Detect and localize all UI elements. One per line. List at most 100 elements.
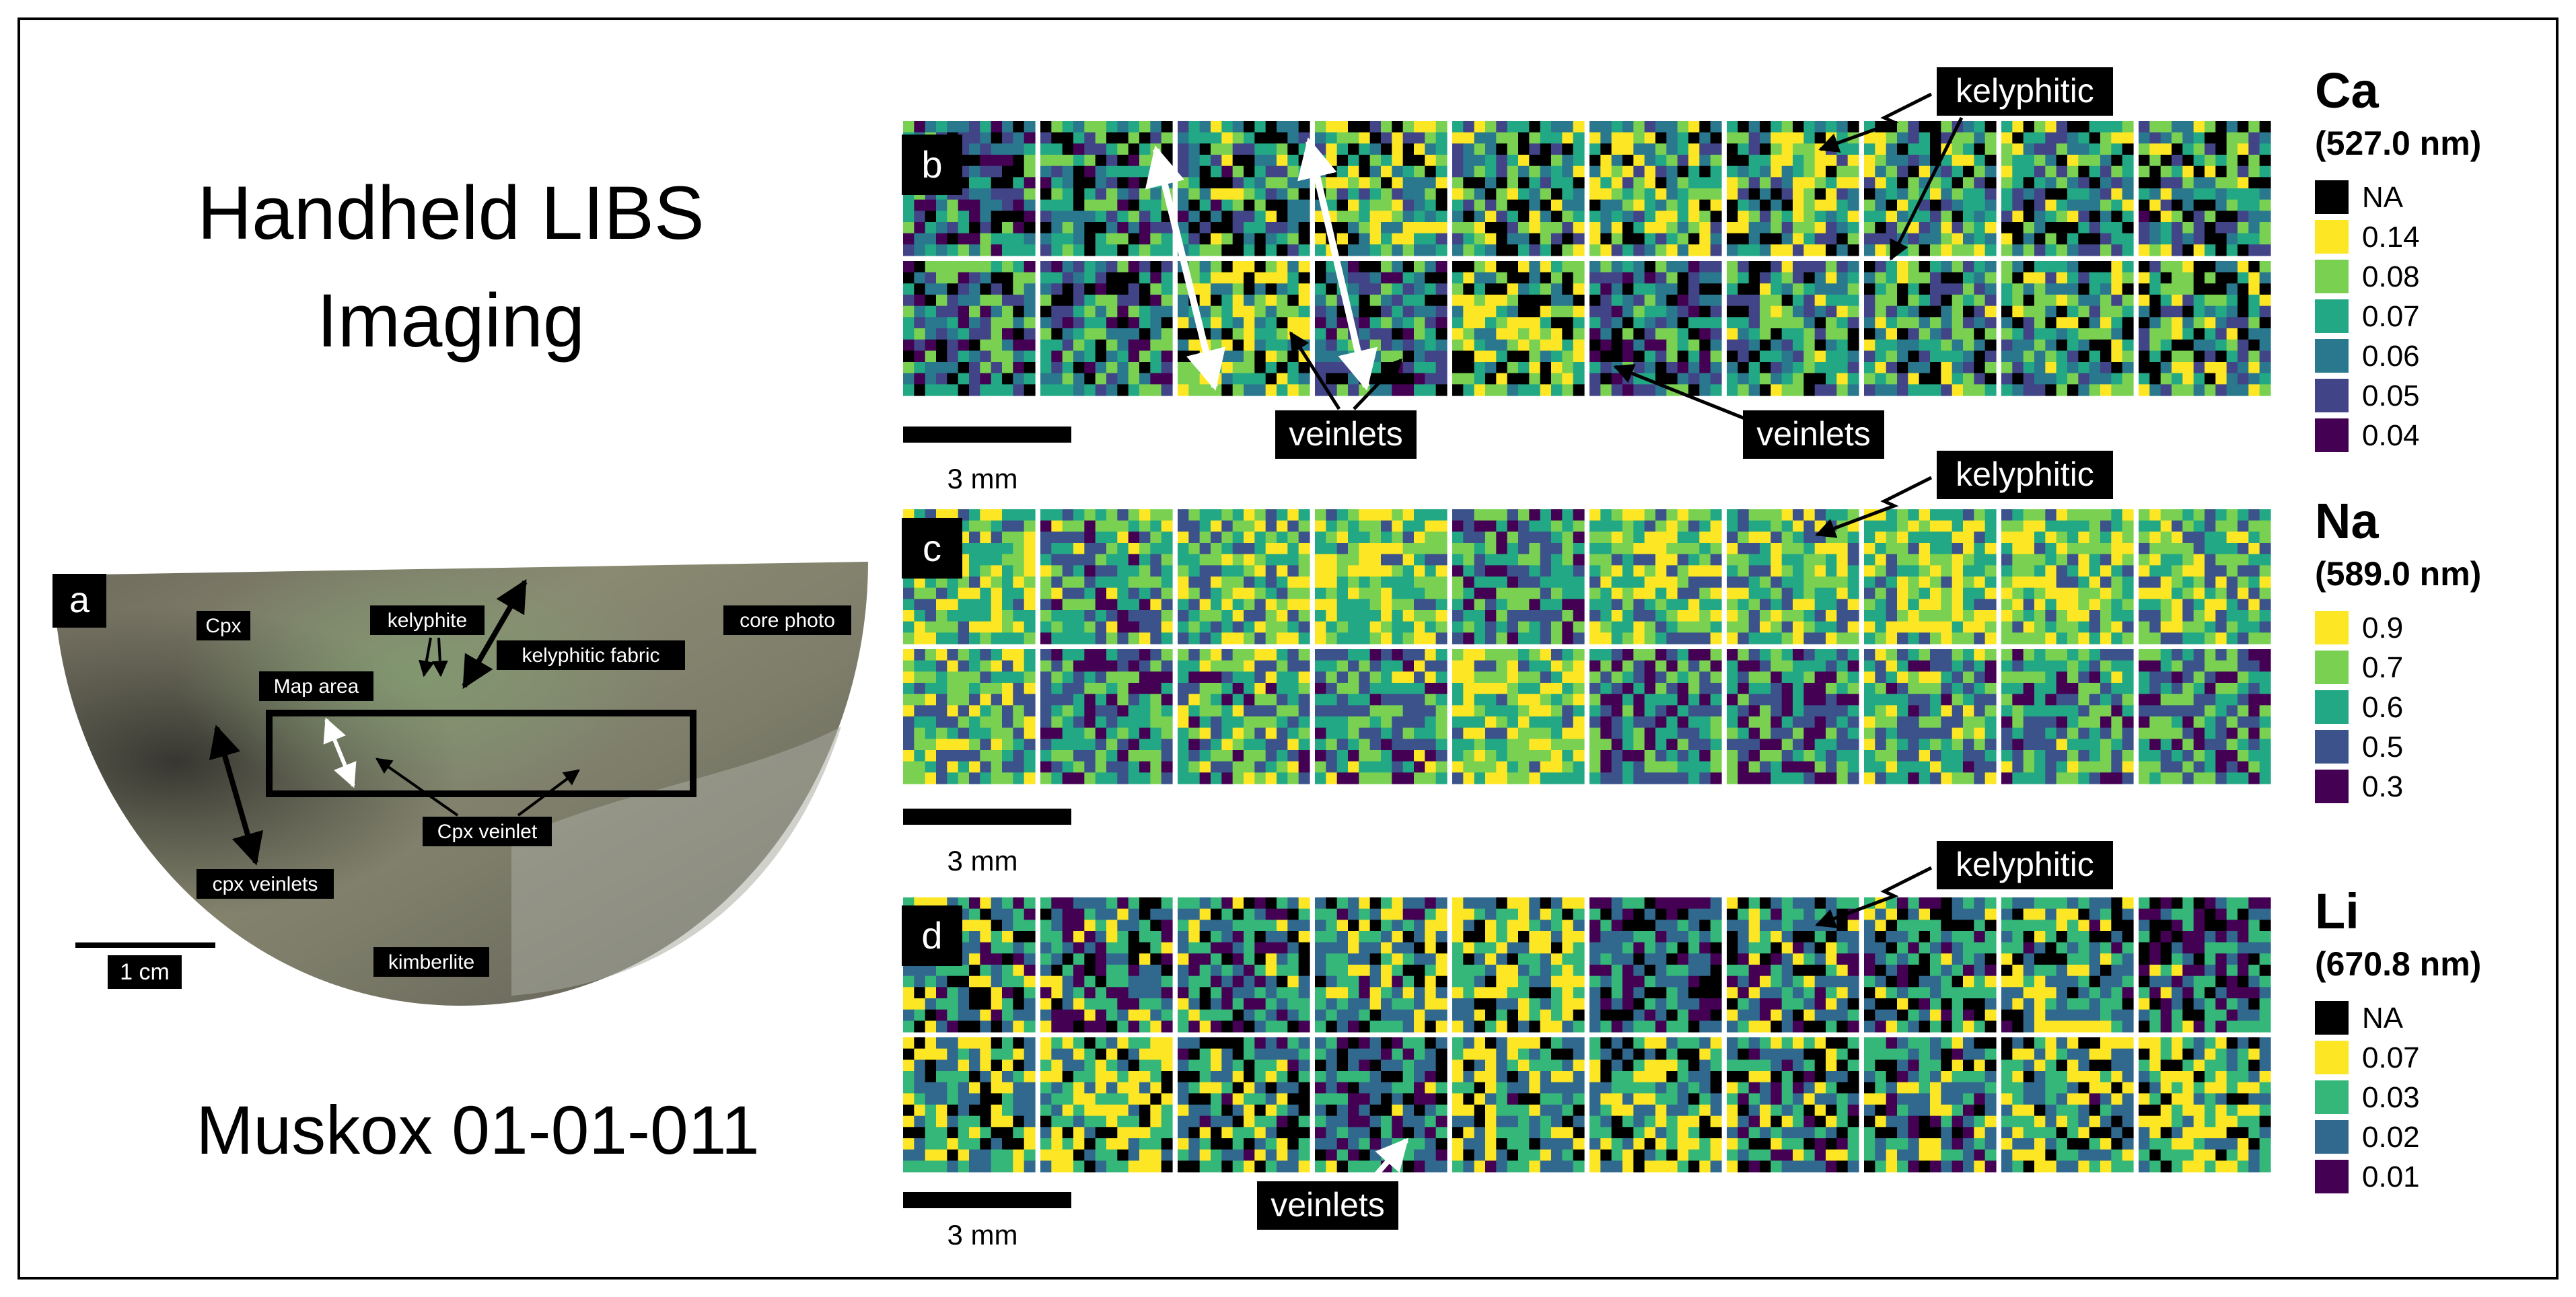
map-tile [1178,897,1310,1033]
panel-b-letter: b [921,143,942,186]
legend-swatch [2315,299,2349,333]
legend-label: 0.07 [2362,1041,2420,1074]
svg-text:kelyphitic: kelyphitic [1956,72,2094,110]
arrow-b-white-2 [1297,137,1378,391]
map-tile [1452,121,1585,256]
arrow-b-veinlets-1b [1353,358,1403,410]
figure-title-line-1: Handheld LIBS [197,171,704,255]
sample-id: Muskox 01-01-011 [196,1092,759,1169]
svg-text:veinlets: veinlets [1756,415,1871,453]
panel-c-letter-box [902,518,962,579]
map-tile [1040,1037,1173,1173]
map-tile [903,261,1036,396]
legend-label: NA [2362,181,2404,214]
annotation-b-kelyphitic: kelyphitic [1937,67,2113,116]
legend-swatch [2315,220,2349,254]
arrow-c-kelyphitic-zigzag [1815,476,1933,538]
map-tile [1178,121,1310,256]
svg-text:Map area: Map area [274,675,359,698]
legend-label: 0.07 [2362,300,2420,333]
map-tile [903,1037,1036,1173]
map-tile [1452,1037,1585,1173]
legend-label: 0.3 [2362,770,2403,803]
map-area-box [266,710,696,797]
arrow-b-kelyphitic-zigzag [1818,92,1933,153]
map-tile [1452,649,1585,784]
label-core-photo: core photo [723,605,851,635]
panel-d-wavelength: (670.8 nm) [2315,945,2481,983]
arrow-kelyphitic-fabric [462,579,528,690]
map-tile [1315,897,1447,1033]
panel-d-letter: d [921,914,942,957]
legend-label: 0.9 [2362,612,2403,644]
legend-swatch [2315,611,2349,644]
legend-swatch [2315,1160,2349,1193]
map-tile [1589,649,1722,784]
panel-c-element: Na [2315,493,2379,549]
label-kimberlite: kimberlite [373,947,489,977]
panel-c-wavelength: (589.0 nm) [2315,555,2481,593]
panel-d-element: Li [2315,883,2359,939]
map-tile [2001,897,2134,1033]
arrow-cpx-veinlet-2 [517,769,580,817]
annotation-c-kelyphitic: kelyphitic [1937,451,2113,499]
map-tile [1315,121,1447,256]
map-tile [1315,1037,1447,1173]
map-tile [1589,121,1722,256]
legend-swatch [2315,379,2349,412]
arrow-kelyphite-1 [418,637,435,677]
panel-d-scale-label: 3 mm [947,1219,1018,1251]
map-tile [1040,649,1173,784]
map-tile [2001,261,2134,396]
map-tile [1589,897,1722,1033]
panel-c-legend: 0.9 0.7 0.6 0.5 0.3 [2315,611,2403,803]
legend-label: 0.05 [2362,379,2420,412]
legend-swatch [2315,730,2349,764]
map-tile [1178,1037,1310,1173]
map-tile [1727,261,1859,396]
legend-label: 0.06 [2362,340,2420,373]
annotation-d-kelyphitic: kelyphitic [1937,841,2113,889]
map-tile [1178,649,1310,784]
core-light-region [511,727,841,996]
map-tile [2001,509,2134,644]
arrow-cpx-veinlets [209,725,264,866]
svg-text:cpx veinlets: cpx veinlets [213,873,318,895]
map-tile [1040,897,1173,1033]
arrow-kelyphite-2 [431,637,448,677]
map-tile [1315,261,1447,396]
map-tile [1589,261,1722,396]
ca-map-tiles [903,121,2271,396]
label-cpx-veinlet: Cpx veinlet [423,817,552,846]
legend-label: 0.6 [2362,691,2403,724]
map-tile [1315,509,1447,644]
panel-a-scale-label: 1 cm [120,959,170,985]
na-map-tiles [903,509,2271,784]
map-tile [2001,1037,2134,1173]
legend-label: 0.7 [2362,651,2403,684]
svg-text:kimberlite: kimberlite [388,951,474,973]
annotation-d-veinlets: veinlets [1257,1181,1398,1230]
map-tile [1589,1037,1722,1173]
label-kelyphitic-fabric: kelyphitic fabric [497,640,685,670]
arrow-map-area-white [323,717,357,788]
arrow-d-kelyphitic-zigzag [1815,866,1933,928]
svg-text:Cpx: Cpx [205,615,241,637]
map-tile [1040,261,1173,396]
legend-label: NA [2362,1002,2404,1035]
map-tile [2139,897,2271,1033]
panel-b-scale-label: 3 mm [947,463,1018,494]
map-tile [1452,509,1585,644]
arrow-b-veinlets-2a [1613,364,1750,422]
svg-text:Cpx veinlet: Cpx veinlet [437,821,538,843]
legend-swatch [2315,260,2349,293]
legend-label: 0.14 [2362,221,2420,254]
legend-swatch [2315,180,2349,214]
map-tile [1040,121,1173,256]
legend-swatch [2315,651,2349,684]
map-tile [1864,121,1997,256]
panel-c-scale-label: 3 mm [947,845,1018,877]
legend-swatch [2315,418,2349,452]
map-tile [2001,649,2134,784]
